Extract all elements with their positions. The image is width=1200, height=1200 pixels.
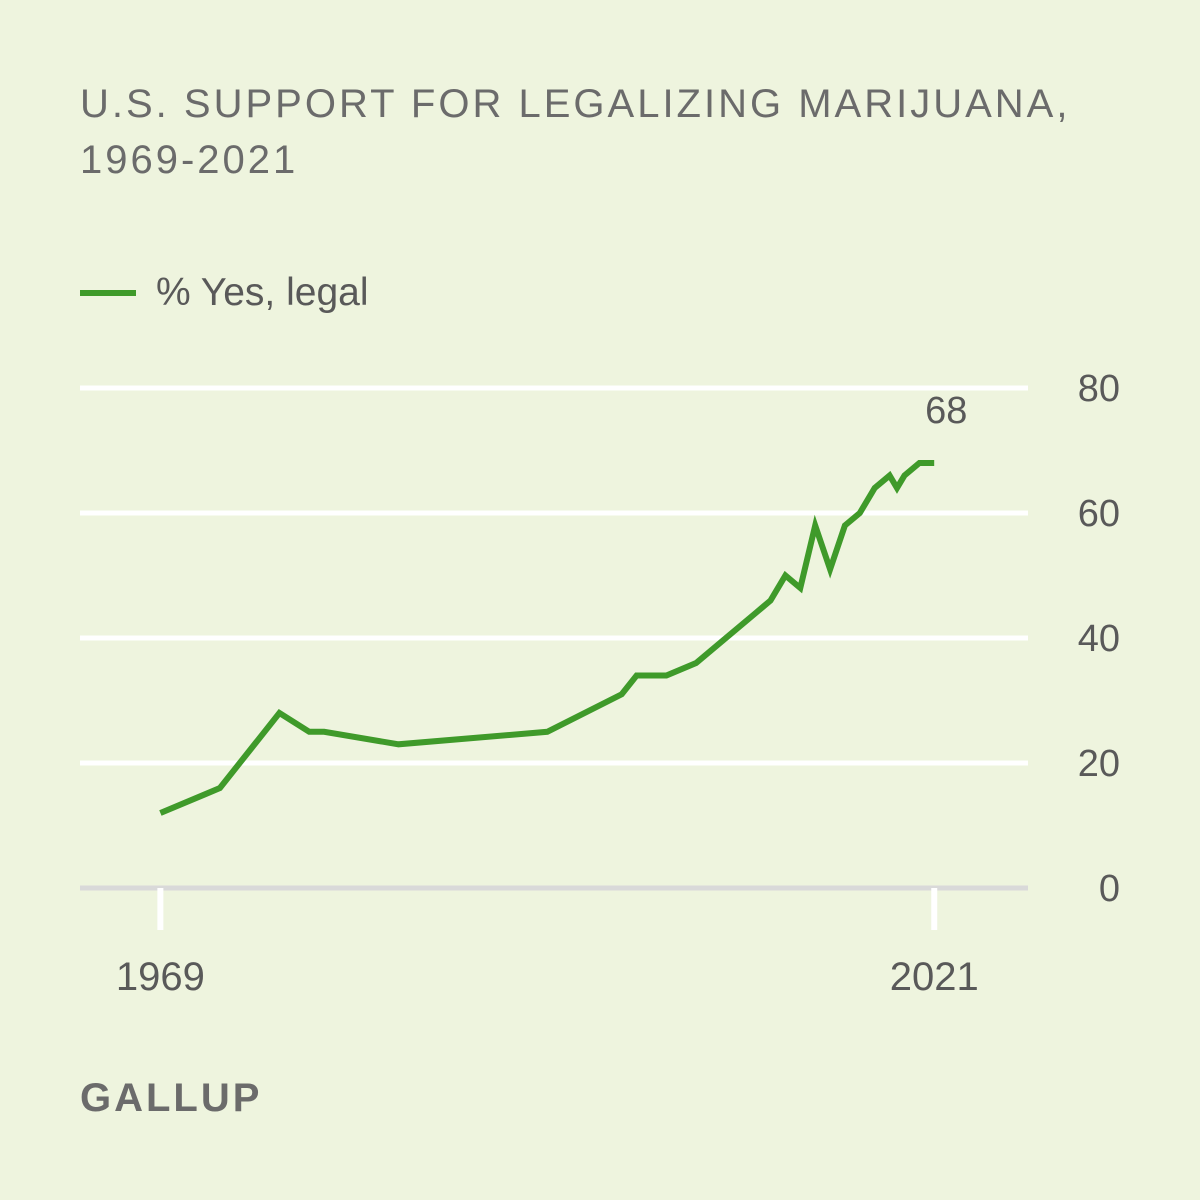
y-tick-label-40: 40 xyxy=(1078,618,1120,660)
data-point xyxy=(276,710,282,716)
data-point xyxy=(634,673,640,679)
data-point xyxy=(619,691,625,697)
series-line-0 xyxy=(159,460,935,816)
data-point xyxy=(693,660,699,666)
data-point xyxy=(782,573,788,579)
data-point xyxy=(812,523,818,529)
data-point xyxy=(157,810,163,816)
brand-logo-text: GALLUP xyxy=(80,1076,263,1120)
data-point xyxy=(887,473,893,479)
y-tick-label-20: 20 xyxy=(1078,743,1120,785)
x-tick-label-1969: 1969 xyxy=(116,955,205,999)
data-label-end: 68 xyxy=(925,390,967,432)
data-point xyxy=(827,566,833,572)
data-point xyxy=(894,485,900,491)
y-tick-label-80: 80 xyxy=(1078,368,1120,410)
data-point xyxy=(217,785,223,791)
data-point xyxy=(842,523,848,529)
data-point xyxy=(202,791,208,797)
x-tick-label-2021: 2021 xyxy=(890,955,979,999)
legend-label: % Yes, legal xyxy=(156,271,369,314)
legend: % Yes, legal xyxy=(80,268,369,318)
data-point xyxy=(395,741,401,747)
data-point xyxy=(768,598,774,604)
data-point xyxy=(797,585,803,591)
y-tick-label-60: 60 xyxy=(1078,493,1120,535)
data-point xyxy=(872,485,878,491)
data-point xyxy=(931,460,937,466)
data-point xyxy=(753,610,759,616)
data-point xyxy=(321,729,327,735)
data-point xyxy=(916,460,922,466)
data-point xyxy=(306,729,312,735)
data-point xyxy=(901,473,907,479)
data-point xyxy=(663,673,669,679)
chart-title: U.S. SUPPORT FOR LEGALIZING MARIJUANA, 1… xyxy=(80,82,1071,182)
data-point xyxy=(544,729,550,735)
data-point xyxy=(857,510,863,516)
legend-swatch xyxy=(80,290,136,296)
y-tick-label-0: 0 xyxy=(1099,868,1120,910)
